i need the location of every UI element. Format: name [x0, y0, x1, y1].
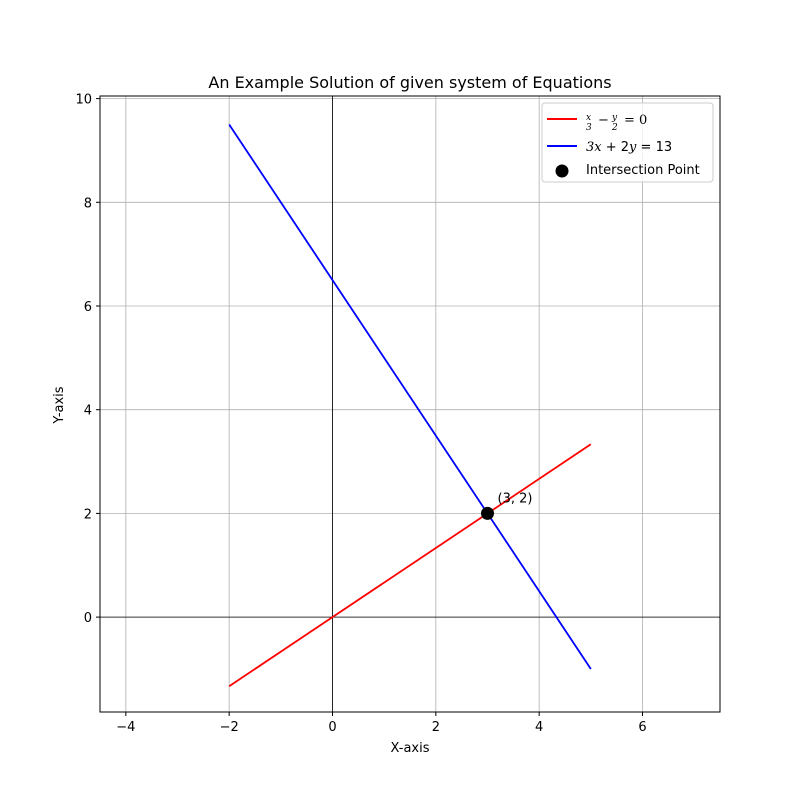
intersection-point — [481, 506, 494, 520]
plot-frame — [99, 95, 721, 713]
grid — [100, 96, 720, 712]
y-ticks: 0 2 4 6 8 10 — [75, 93, 100, 626]
legend-marker-intersection — [555, 164, 569, 178]
y-tick-label: 10 — [75, 93, 92, 108]
y-axis-label: Y-axis — [52, 386, 67, 424]
chart-title: An Example Solution of given system of E… — [208, 73, 611, 92]
series-line-blue — [228, 124, 592, 670]
series-layer — [228, 124, 592, 687]
intersection-label: (3, 2) — [498, 491, 533, 506]
x-tick-label: 2 — [432, 720, 440, 735]
legend-box — [541, 102, 714, 183]
points-layer: (3, 2) — [481, 491, 532, 520]
zero-lines — [100, 96, 720, 712]
y-tick-label: 6 — [84, 300, 92, 315]
x-tick-label: 0 — [328, 720, 336, 735]
y-tick-label: 4 — [84, 404, 92, 419]
y-tick-label: 0 — [84, 611, 92, 626]
x-axis-label: X-axis — [391, 741, 430, 756]
x-ticks: −4 −2 0 2 4 6 — [116, 712, 647, 735]
y-tick-label: 8 — [84, 196, 92, 211]
legend-label-intersection: Intersection Point — [586, 163, 700, 178]
y-tick-label: 2 — [84, 507, 92, 522]
x-tick-label: 6 — [638, 720, 646, 735]
x-tick-label: −2 — [220, 720, 239, 735]
x-tick-label: −4 — [116, 720, 135, 735]
series-line-red — [228, 443, 592, 687]
x-tick-label: 4 — [535, 720, 543, 735]
legend-label-blue-line: 3x + 2y = 13 — [586, 140, 672, 155]
